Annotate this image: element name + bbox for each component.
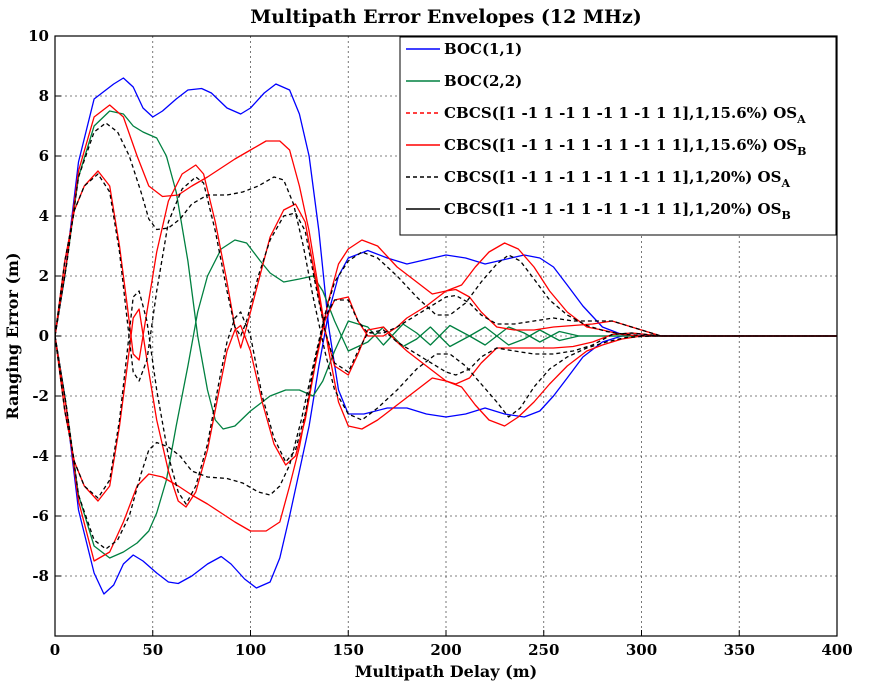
x-tick-label: 50 <box>142 641 163 659</box>
x-tick-label: 200 <box>430 641 461 659</box>
legend-label-4: CBCS([1 -1 1 -1 1 -1 1 -1 1 1],1,20%) OS… <box>444 168 790 190</box>
x-tick-label: 100 <box>235 641 266 659</box>
chart-title: Multipath Error Envelopes (12 MHz) <box>250 6 641 28</box>
series-line-4-1 <box>55 251 837 550</box>
y-tick-label: 4 <box>39 207 49 225</box>
y-tick-label: -6 <box>32 507 49 525</box>
series-line-3-2 <box>55 164 837 385</box>
legend-label-2: CBCS([1 -1 1 -1 1 -1 1 -1 1 1],1,15.6%) … <box>444 104 806 126</box>
series-line-4-2 <box>55 173 837 382</box>
y-tick-label: 6 <box>39 147 49 165</box>
legend-box <box>399 36 837 236</box>
legend-label-5: CBCS([1 -1 1 -1 1 -1 1 -1 1 1],1,20%) OS… <box>444 200 791 222</box>
series-line-0-1 <box>55 249 837 595</box>
y-tick-label: -8 <box>32 567 49 585</box>
legend-label-3: CBCS([1 -1 1 -1 1 -1 1 -1 1 1],1,15.6%) … <box>444 136 806 158</box>
plot-area <box>55 77 837 595</box>
y-tick-label: 2 <box>39 267 49 285</box>
legend-label-0: BOC(1,1) <box>444 40 522 58</box>
x-axis-label: Multipath Delay (m) <box>355 662 537 681</box>
y-axis-label: Ranging Error (m) <box>3 252 22 419</box>
x-tick-label: 400 <box>821 641 852 659</box>
y-axis-ticks: -8 -6 -4 -2 0 2 4 6 8 10 <box>28 27 61 585</box>
x-tick-label: 150 <box>333 641 364 659</box>
y-tick-label: 10 <box>28 27 49 45</box>
x-tick-label: 300 <box>626 641 657 659</box>
x-tick-label: 350 <box>724 641 755 659</box>
y-tick-label: -2 <box>32 387 49 405</box>
series-line-4-0 <box>55 122 837 421</box>
series-line-3-0 <box>55 104 837 430</box>
y-tick-label: -4 <box>32 447 49 465</box>
series-line-3-3 <box>55 288 837 508</box>
y-tick-label: 8 <box>39 87 49 105</box>
series-line-4-3 <box>55 290 837 505</box>
x-axis-ticks: 0 50 100 150 200 250 300 350 400 <box>50 630 853 659</box>
legend-label-1: BOC(2,2) <box>444 72 522 90</box>
series-line-1-1 <box>55 239 837 559</box>
legend: BOC(1,1) BOC(2,2) CBCS([1 -1 1 -1 1 -1 1 -… <box>399 36 837 236</box>
series-line-3-1 <box>55 239 837 562</box>
series-line-0-0 <box>55 77 837 418</box>
x-tick-label: 0 <box>50 641 60 659</box>
x-tick-label: 250 <box>528 641 559 659</box>
y-tick-label: 0 <box>39 327 49 345</box>
